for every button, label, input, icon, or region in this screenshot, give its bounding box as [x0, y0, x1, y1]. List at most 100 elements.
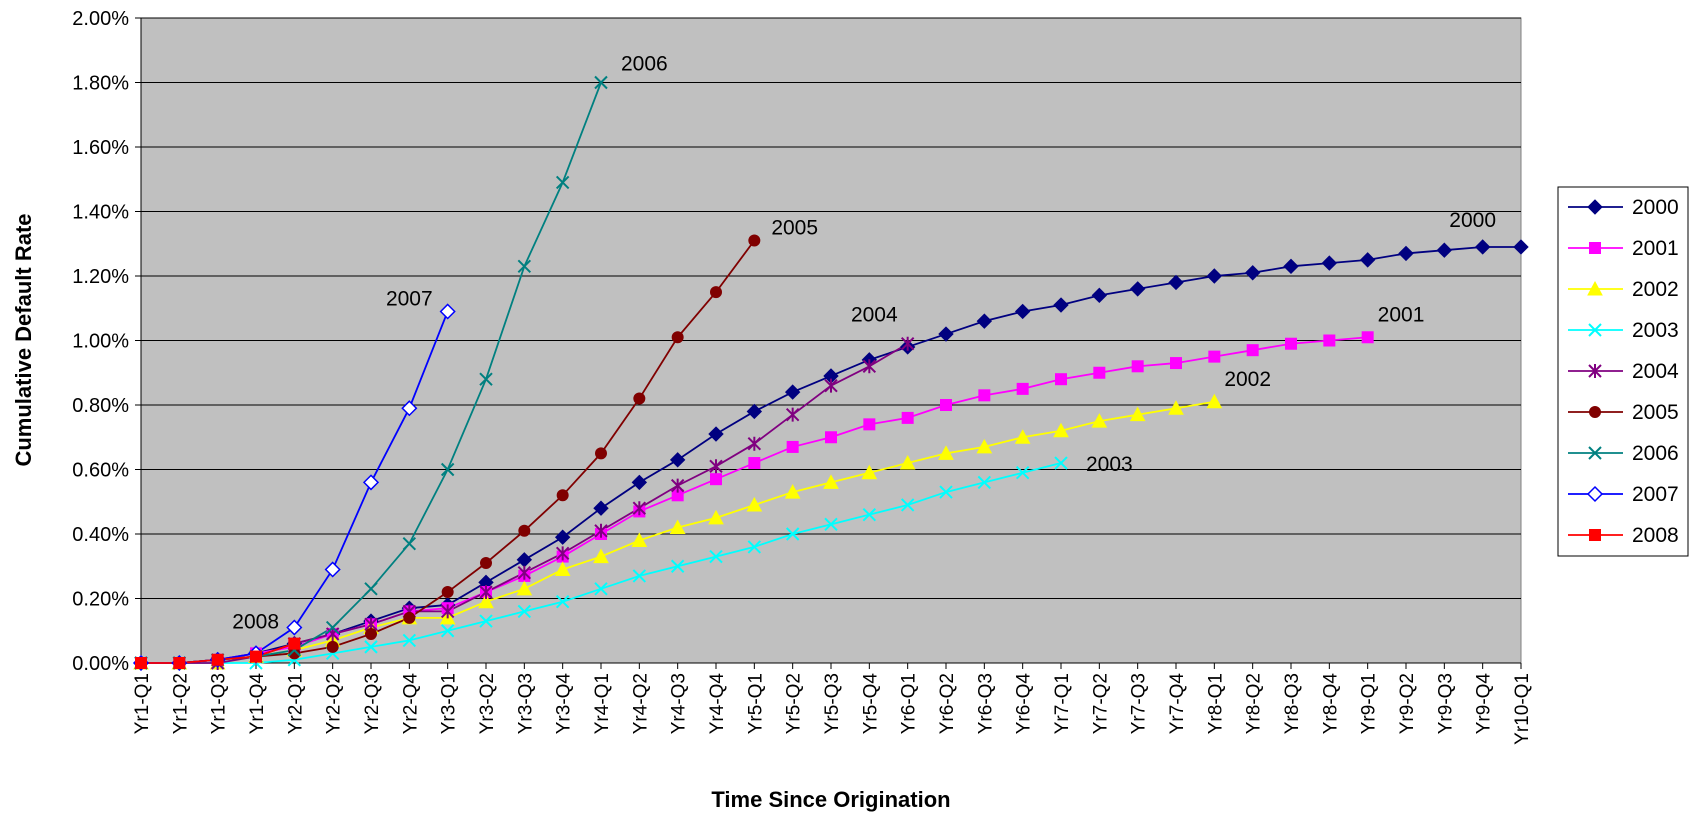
- x-tick-label: Yr6-Q3: [975, 673, 996, 734]
- x-tick-label: Yr2-Q4: [400, 673, 421, 735]
- data-point-2004: [862, 359, 877, 374]
- marker-stroke: [517, 259, 532, 274]
- series-annotations: 2000 2001 2002 2003 2004 2005 2006 2007 2008: [232, 53, 1496, 634]
- data-point-2000: [1206, 268, 1223, 284]
- data-point-2002: [1091, 413, 1108, 428]
- data-point-2002: [899, 454, 916, 470]
- x-tick-label: Yr4-Q3: [669, 673, 690, 734]
- legend-swatch-marker: [1589, 529, 1601, 541]
- x-tick-label: Yr1-Q2: [170, 673, 191, 734]
- legend-swatch-marker: [1587, 280, 1603, 296]
- data-point-2005: [671, 331, 684, 344]
- data-point-2002: [746, 496, 763, 512]
- marker-stroke: [402, 536, 417, 551]
- y-tick-label: 1.60%: [72, 137, 129, 159]
- data-point-2003: [785, 527, 800, 541]
- marker-stroke: [440, 624, 455, 638]
- data-point-2006: [517, 259, 532, 274]
- marker-stroke: [555, 546, 570, 561]
- marker-stroke: [862, 507, 877, 522]
- legend-label: 2003: [1632, 319, 1679, 342]
- data-point-2000: [1436, 242, 1453, 258]
- y-tick-label: 0.80%: [72, 395, 129, 417]
- x-tick-label: Yr1-Q4: [247, 673, 268, 735]
- data-point-2003: [479, 614, 493, 628]
- x-tick-label: Yr2-Q2: [324, 673, 345, 734]
- y-tick-label: 0.00%: [72, 653, 129, 675]
- legend-item-2004: 2004: [1568, 360, 1679, 383]
- legend-swatch-marker: [1588, 446, 1602, 460]
- x-tick-label: Yr7-Q1: [1052, 673, 1073, 734]
- data-point-2004: [747, 436, 762, 451]
- marker-stroke: [670, 559, 685, 573]
- legend-item-2002: 2002: [1568, 278, 1679, 301]
- data-point-2002: [593, 548, 609, 564]
- data-point-2001: [1016, 382, 1029, 395]
- data-point-2001: [786, 440, 799, 453]
- data-point-2000: [554, 529, 571, 545]
- data-point-2008: [250, 650, 262, 663]
- data-point-2003: [709, 549, 723, 564]
- data-point-2000: [708, 426, 724, 442]
- data-point-2002: [631, 532, 648, 547]
- data-point-2000: [1129, 281, 1146, 297]
- marker-stroke: [555, 595, 570, 609]
- legend-label: 2000: [1632, 196, 1679, 219]
- annotation-2003: 2003: [1086, 453, 1133, 476]
- data-point-2007: [324, 561, 341, 578]
- data-point-2004: [670, 478, 685, 493]
- y-axis-title: Cumulative Default Rate: [11, 213, 36, 466]
- data-point-2001: [901, 411, 914, 424]
- data-point-2000: [1474, 239, 1491, 255]
- data-point-2002: [976, 438, 993, 454]
- data-point-2003: [517, 604, 532, 619]
- marker-stroke: [517, 604, 532, 619]
- data-point-2002: [823, 474, 839, 489]
- data-point-2005: [365, 627, 377, 640]
- legend-item-2008: 2008: [1568, 524, 1679, 547]
- marker-stroke: [824, 378, 838, 393]
- data-point-2008: [288, 637, 301, 650]
- data-point-2005: [633, 392, 646, 405]
- data-point-2008: [211, 653, 224, 666]
- x-tick-label: Yr5-Q1: [745, 673, 766, 734]
- annotation-2005: 2005: [771, 217, 818, 240]
- x-tick-label: Yr3-Q1: [439, 673, 460, 734]
- data-point-2004: [517, 565, 532, 580]
- data-point-2000: [669, 452, 686, 468]
- x-tick-label: Yr10-Q1: [1512, 673, 1533, 745]
- y-tick-label: 0.20%: [72, 589, 129, 611]
- marker-stroke: [325, 626, 340, 641]
- data-point-2005: [748, 234, 761, 247]
- legend-swatch-marker: [1588, 323, 1602, 337]
- marker-stroke: [479, 372, 493, 386]
- legend-label: 2007: [1632, 483, 1679, 506]
- data-point-2001: [1131, 360, 1144, 373]
- data-point-2003: [862, 507, 877, 522]
- legend-item-2005: 2005: [1568, 401, 1679, 424]
- legend-swatch-marker: [1589, 406, 1601, 418]
- data-point-2004: [632, 501, 647, 516]
- y-tick-label: 1.20%: [72, 266, 129, 288]
- data-point-2001: [748, 457, 761, 470]
- data-point-2001: [1323, 334, 1336, 347]
- legend-label: 2004: [1632, 360, 1679, 383]
- x-tick-label: Yr5-Q2: [784, 673, 805, 734]
- legend-label: 2008: [1632, 524, 1679, 547]
- x-tick-labels: Yr1-Q1 Yr1-Q2 Yr1-Q3 Yr1-Q4 Yr2-Q1 Yr2-Q2 Yr2-…: [132, 663, 1533, 745]
- x-tick-label: Yr4-Q1: [592, 673, 613, 734]
- data-point-2000: [1283, 258, 1299, 275]
- y-tick-label: 1.00%: [72, 331, 129, 353]
- data-point-2004: [440, 604, 455, 619]
- data-point-2006: [555, 175, 570, 190]
- data-point-2006: [325, 620, 340, 635]
- marker-stroke: [632, 501, 647, 516]
- data-point-2003: [824, 517, 838, 532]
- annotation-2008: 2008: [232, 611, 279, 634]
- data-point-2001: [978, 389, 991, 402]
- x-tick-label: Yr9-Q1: [1359, 673, 1380, 734]
- data-point-2006: [594, 75, 608, 90]
- x-tick-label: Yr8-Q1: [1205, 673, 1226, 734]
- data-point-2003: [747, 540, 762, 554]
- y-tick-labels: 0.00% 0.20% 0.40% 0.60% 0.80% 1.00% 1.20% 1.40%…: [72, 8, 141, 675]
